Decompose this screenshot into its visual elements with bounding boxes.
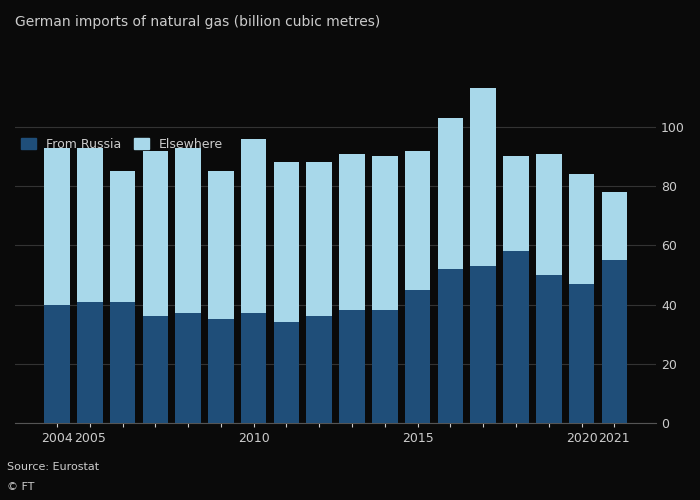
Bar [470, 88, 496, 266]
Bar [175, 148, 201, 314]
Bar [536, 275, 561, 423]
Text: Source: Eurostat: Source: Eurostat [7, 462, 99, 472]
Bar [601, 192, 627, 260]
Bar [307, 162, 332, 316]
Bar [405, 290, 430, 423]
Bar [438, 118, 463, 269]
Bar [569, 284, 594, 423]
Bar [143, 150, 168, 316]
Bar [569, 174, 594, 284]
Bar [208, 172, 234, 320]
Bar [503, 156, 528, 251]
Bar [601, 260, 627, 423]
Bar [175, 314, 201, 423]
Bar [77, 302, 102, 423]
Bar [44, 148, 70, 304]
Bar [372, 156, 398, 310]
Bar [44, 304, 70, 423]
Bar [536, 154, 561, 275]
Bar [372, 310, 398, 423]
Bar [503, 251, 528, 423]
Bar [340, 154, 365, 310]
Bar [274, 162, 299, 322]
Bar [208, 320, 234, 423]
Bar [110, 302, 135, 423]
Legend: From Russia, Elsewhere: From Russia, Elsewhere [21, 138, 223, 151]
Bar [340, 310, 365, 423]
Bar [143, 316, 168, 423]
Bar [470, 266, 496, 423]
Bar [405, 150, 430, 290]
Text: German imports of natural gas (billion cubic metres): German imports of natural gas (billion c… [15, 15, 380, 29]
Bar [274, 322, 299, 423]
Bar [438, 269, 463, 423]
Bar [241, 314, 267, 423]
Bar [241, 138, 267, 314]
Bar [307, 316, 332, 423]
Bar [77, 148, 102, 302]
Bar [110, 172, 135, 302]
Text: © FT: © FT [7, 482, 34, 492]
